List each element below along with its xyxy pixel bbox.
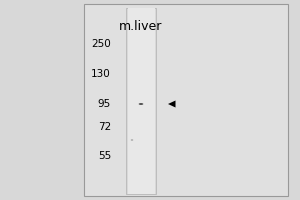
Text: m.liver: m.liver bbox=[119, 20, 163, 33]
Text: 55: 55 bbox=[98, 151, 111, 161]
Text: 72: 72 bbox=[98, 122, 111, 132]
Bar bbox=[84, 4, 288, 196]
Text: 250: 250 bbox=[91, 39, 111, 49]
Text: 130: 130 bbox=[91, 69, 111, 79]
Bar bbox=[128, 8, 154, 194]
Text: 95: 95 bbox=[98, 99, 111, 109]
Ellipse shape bbox=[131, 139, 133, 141]
Polygon shape bbox=[168, 100, 176, 108]
Ellipse shape bbox=[139, 103, 143, 105]
Bar bbox=[126, 8, 156, 194]
